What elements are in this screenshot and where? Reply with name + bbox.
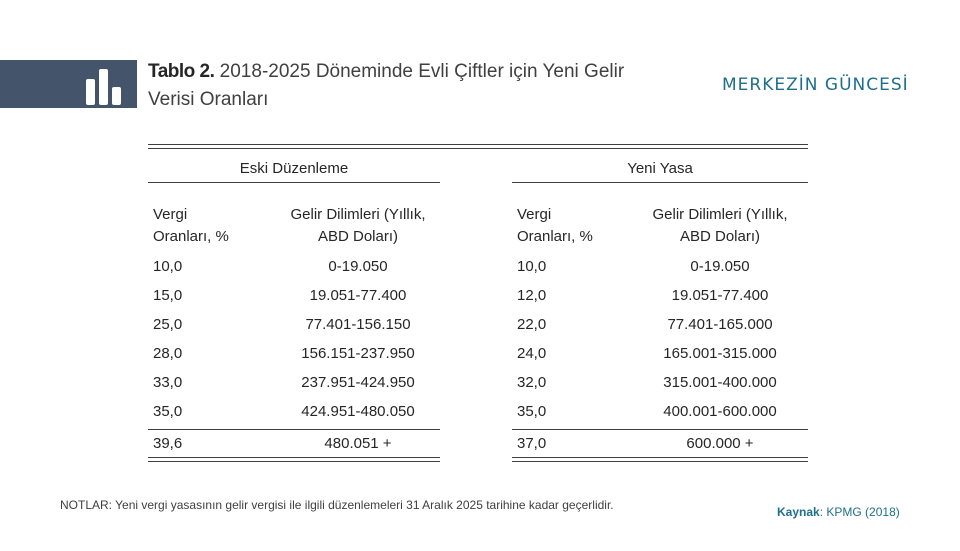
tax-rate-table: Eski Düzenleme Yeni Yasa Vergi Oranları,… xyxy=(148,144,808,462)
new-rate-cell: 10,0 xyxy=(517,258,547,275)
header-band xyxy=(0,60,137,108)
old-rate-cell: 15,0 xyxy=(153,287,183,304)
old-rate-cell: 10,0 xyxy=(153,258,183,275)
col-head-text: Vergi xyxy=(517,206,552,223)
col-head-text: Oranları, % xyxy=(153,228,229,245)
table-row: 25,0 77.401-156.150 22,0 77.401-165.000 xyxy=(148,311,808,340)
new-range-cell: 165.001-315.000 xyxy=(663,345,777,362)
new-rate-cell: 35,0 xyxy=(517,403,547,420)
col-head-text: Vergi xyxy=(153,206,188,223)
old-range-cell: 77.401-156.150 xyxy=(305,316,411,333)
bar-chart-icon xyxy=(86,69,121,105)
old-range-cell: 480.051 + xyxy=(324,435,392,452)
new-range-cell: 315.001-400.000 xyxy=(663,374,777,391)
table-top-rule xyxy=(148,144,808,149)
new-range-cell: 19.051-77.400 xyxy=(671,287,769,304)
old-range-cell: 237.951-424.950 xyxy=(301,374,415,391)
new-rate-cell: 22,0 xyxy=(517,316,547,333)
table-row: 10,0 0-19.050 10,0 0-19.050 xyxy=(148,253,808,282)
col-head-text: Oranları, % xyxy=(517,228,593,245)
col-head-old-range: Gelir Dilimleri (Yıllık, ABD Doları) xyxy=(258,204,458,248)
old-rate-cell: 25,0 xyxy=(153,316,183,333)
col-head-text: Gelir Dilimleri (Yıllık, xyxy=(290,206,426,223)
title-line-1: 2018-2025 Döneminde Evli Çiftler için Ye… xyxy=(219,61,625,82)
new-rate-cell: 32,0 xyxy=(517,374,547,391)
new-range-cell: 0-19.050 xyxy=(690,258,750,275)
group-new: Yeni Yasa xyxy=(512,160,808,183)
table-row: 35,0 424.951-480.050 35,0 400.001-600.00… xyxy=(148,398,808,427)
old-range-cell: 0-19.050 xyxy=(328,258,388,275)
table-row: 39,6 480.051 + 37,0 600.000 + xyxy=(148,429,808,459)
col-head-new-range: Gelir Dilimleri (Yıllık, ABD Doları) xyxy=(620,204,820,248)
group-old: Eski Düzenleme xyxy=(148,160,440,183)
col-head-new-rate: Vergi Oranları, % xyxy=(517,204,627,248)
old-rate-cell: 28,0 xyxy=(153,345,183,362)
old-range-cell: 424.951-480.050 xyxy=(301,403,415,420)
col-head-text: ABD Doları) xyxy=(317,228,399,245)
table-notes: NOTLAR: Yeni vergi yasasının gelir vergi… xyxy=(60,498,614,512)
table-row: 33,0 237.951-424.950 32,0 315.001-400.00… xyxy=(148,369,808,398)
source-sep: : xyxy=(819,505,827,519)
new-rate-cell: 24,0 xyxy=(517,345,547,362)
col-head-old-rate: Vergi Oranları, % xyxy=(153,204,263,248)
page-title: Tablo 2. 2018-2025 Döneminde Evli Çiftle… xyxy=(148,58,708,114)
source-credit: Kaynak: KPMG (2018) xyxy=(777,505,900,519)
new-range-cell: 77.401-165.000 xyxy=(667,316,773,333)
new-range-cell: 600.000 + xyxy=(686,435,754,452)
old-rate-cell: 33,0 xyxy=(153,374,183,391)
row-rule-gap xyxy=(440,428,512,431)
table-number: Tablo 2. xyxy=(148,61,215,82)
old-range-cell: 156.151-237.950 xyxy=(301,345,415,362)
col-head-text: Gelir Dilimleri (Yıllık, xyxy=(652,206,788,223)
brand-logo: MERKEZİN GÜNCESİ xyxy=(722,75,909,95)
old-rate-cell: 35,0 xyxy=(153,403,183,420)
old-rate-cell: 39,6 xyxy=(153,435,183,452)
source-value: KPMG (2018) xyxy=(826,505,900,519)
table-row: 28,0 156.151-237.950 24,0 165.001-315.00… xyxy=(148,340,808,369)
source-label: Kaynak xyxy=(777,505,820,519)
title-line-2: Verisi Oranları xyxy=(148,89,269,110)
new-rate-cell: 37,0 xyxy=(517,435,547,452)
col-head-text: ABD Doları) xyxy=(679,228,761,245)
table-row: 15,0 19.051-77.400 12,0 19.051-77.400 xyxy=(148,282,808,311)
bottom-rule-gap xyxy=(440,456,512,462)
new-rate-cell: 12,0 xyxy=(517,287,547,304)
new-range-cell: 400.001-600.000 xyxy=(663,403,777,420)
old-range-cell: 19.051-77.400 xyxy=(309,287,407,304)
